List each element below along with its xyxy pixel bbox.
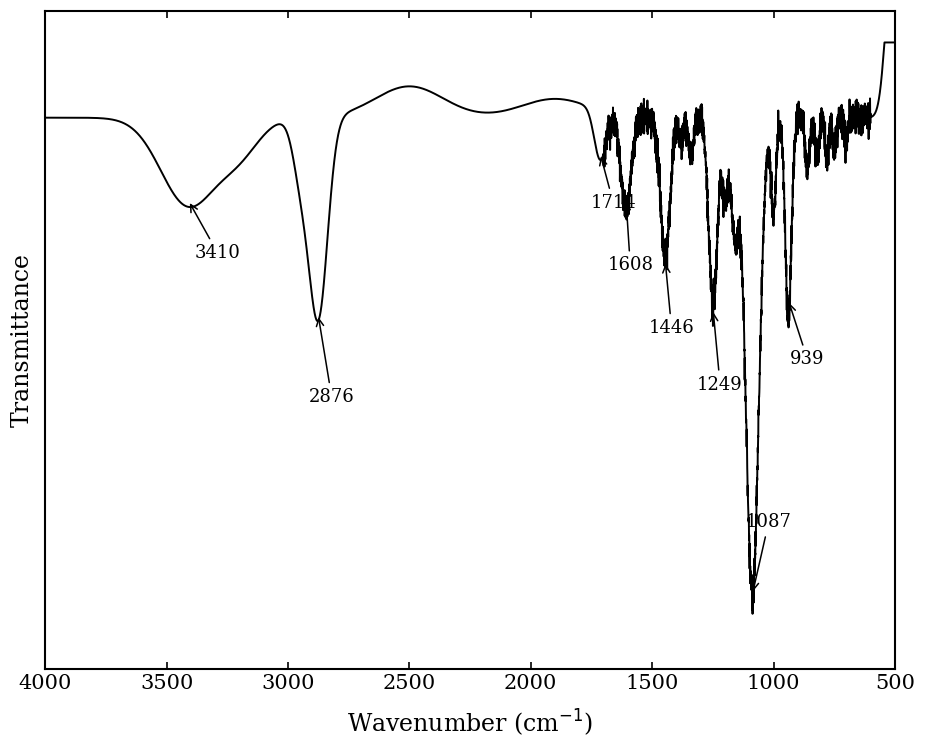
Y-axis label: Transmittance: Transmittance (11, 253, 34, 427)
Text: 2876: 2876 (308, 319, 355, 406)
Text: 1249: 1249 (697, 314, 743, 393)
Text: 1087: 1087 (745, 513, 792, 589)
Text: 1714: 1714 (591, 158, 636, 212)
Text: 1446: 1446 (649, 265, 694, 337)
Text: 939: 939 (788, 304, 825, 369)
X-axis label: Wavenumber (cm$^{-1}$): Wavenumber (cm$^{-1}$) (347, 707, 593, 738)
Text: 3410: 3410 (191, 204, 241, 262)
Text: 1608: 1608 (607, 203, 653, 274)
